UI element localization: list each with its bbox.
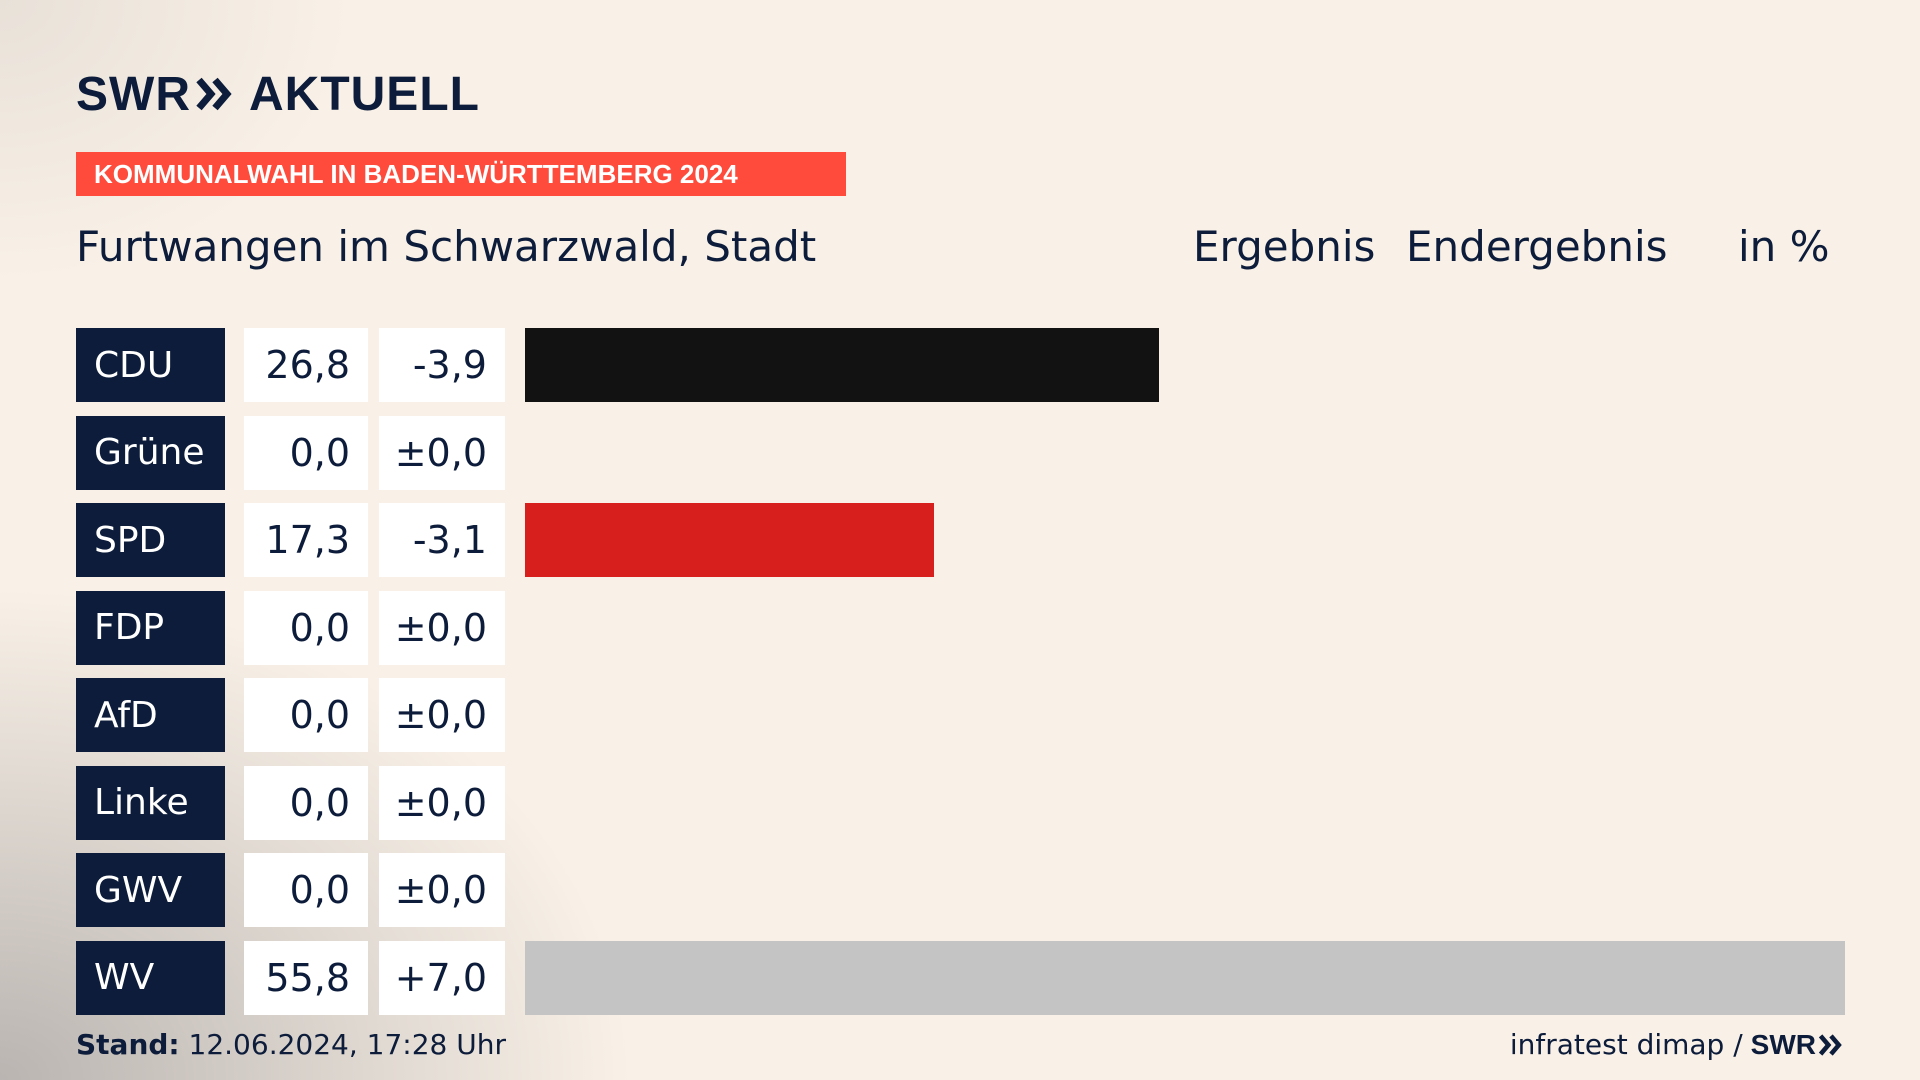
party-label: FDP: [76, 590, 225, 665]
column-header-result: Ergebnis: [1193, 222, 1376, 271]
column-header-status: Endergebnis: [1406, 222, 1668, 271]
source-text: infratest dimap /: [1509, 1028, 1743, 1061]
stand-value: 12.06.2024, 17:28 Uhr: [188, 1028, 506, 1061]
party-label: GWV: [76, 853, 225, 927]
party-label: AfD: [76, 678, 225, 752]
value-label: 17,3: [244, 503, 368, 577]
bar: [525, 940, 1845, 1015]
logo-aktuell-text: AKTUELL: [248, 67, 480, 121]
diff-label: ±0,0: [379, 853, 505, 927]
party-label: Linke: [76, 765, 225, 840]
double-chevron-icon: [1818, 1033, 1842, 1056]
swr-small-text: SWR: [1750, 1028, 1816, 1060]
value-label: 0,0: [244, 765, 368, 840]
diff-label: ±0,0: [379, 590, 505, 665]
logo-swr-text: SWR: [76, 67, 191, 121]
diff-label: ±0,0: [379, 678, 505, 752]
party-label: SPD: [76, 503, 225, 577]
value-label: 0,0: [244, 853, 368, 927]
swr-aktuell-logo: SWR AKTUELL: [76, 64, 480, 124]
source-credit: infratest dimap / SWR: [1510, 1028, 1844, 1061]
value-label: 26,8: [244, 328, 368, 402]
party-label: CDU: [76, 328, 225, 402]
timestamp: Stand: 12.06.2024, 17:28 Uhr: [76, 1028, 506, 1061]
value-label: 0,0: [244, 590, 368, 665]
value-label: 0,0: [244, 415, 368, 490]
party-label: Grüne: [76, 415, 225, 490]
value-label: 0,0: [244, 678, 368, 752]
diff-label: -3,1: [379, 503, 505, 577]
diff-label: ±0,0: [379, 415, 505, 490]
double-chevron-icon: [196, 77, 232, 111]
election-banner: KOMMUNALWAHL IN BADEN-WÜRTTEMBERG 2024: [76, 152, 846, 196]
diff-label: -3,9: [379, 328, 505, 402]
bar: [525, 328, 1159, 402]
party-label: WV: [76, 940, 225, 1015]
stand-label: Stand:: [76, 1028, 180, 1061]
column-header-unit: in %: [1738, 222, 1830, 271]
diff-label: ±0,0: [379, 765, 505, 840]
diff-label: +7,0: [379, 940, 505, 1015]
bar: [525, 503, 935, 577]
value-label: 55,8: [244, 940, 368, 1015]
place-title: Furtwangen im Schwarzwald, Stadt: [76, 222, 817, 271]
swr-small-logo: SWR: [1751, 1029, 1844, 1061]
